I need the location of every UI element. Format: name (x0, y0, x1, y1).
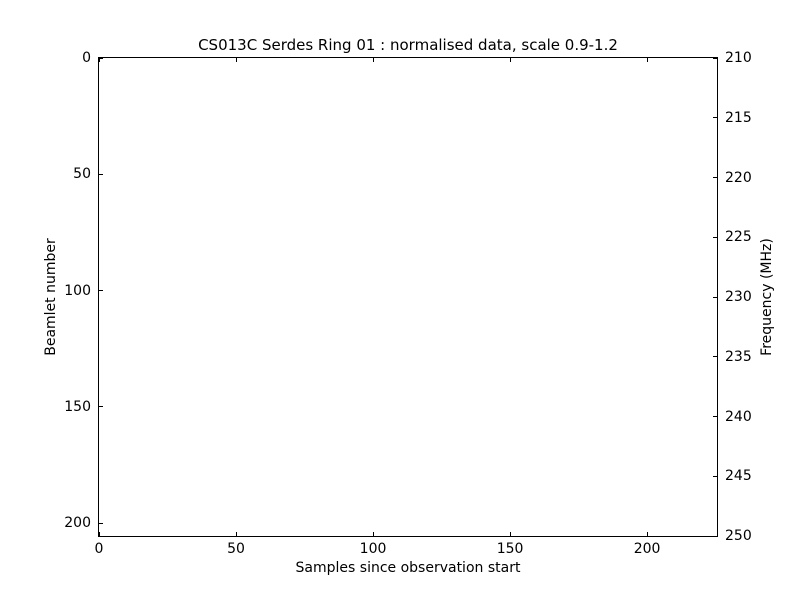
x-tick-mark-top (235, 58, 237, 62)
right-y-tick-label: 245 (725, 468, 752, 485)
right-y-tick-label: 250 (725, 528, 752, 544)
right-y-tick-label: 225 (725, 229, 752, 246)
right-y-tick-mark (713, 296, 717, 298)
x-tick-mark-top (372, 58, 374, 62)
right-y-tick-label: 220 (725, 169, 752, 186)
right-y-tick-mark (713, 117, 717, 119)
x-tick-mark-top (509, 58, 511, 62)
x-tick-label: 150 (496, 541, 524, 557)
x-tick-label: 200 (633, 541, 661, 557)
x-tick-mark-bottom (235, 532, 237, 536)
left-y-tick-mark (99, 290, 103, 292)
left-y-tick-label: 150 (64, 398, 91, 415)
x-tick-mark-bottom (509, 532, 511, 536)
x-tick-mark-bottom (372, 532, 374, 536)
right-y-tick-label: 215 (725, 109, 752, 126)
left-y-tick-mark (99, 173, 103, 175)
right-y-tick-mark (713, 356, 717, 358)
right-y-tick-mark (713, 177, 717, 178)
x-tick-label: 0 (94, 541, 104, 557)
plot-area (98, 57, 718, 537)
left-y-tick-label: 50 (73, 166, 91, 183)
left-y-tick-mark (99, 57, 103, 59)
right-y-tick-mark (713, 57, 717, 59)
x-tick-mark-bottom (98, 532, 100, 536)
right-y-tick-mark (713, 535, 717, 537)
right-y-tick-mark (713, 475, 717, 477)
x-tick-mark-bottom (646, 532, 648, 536)
right-y-tick-mark (713, 416, 717, 417)
x-tick-label: 100 (359, 541, 387, 557)
left-y-tick-label: 0 (82, 50, 91, 66)
right-y-axis-label: Frequency (MHz) (759, 238, 775, 356)
right-y-tick-label: 240 (725, 408, 752, 425)
right-y-tick-label: 210 (725, 50, 752, 66)
x-tick-mark-top (646, 58, 648, 62)
left-y-tick-label: 100 (64, 282, 91, 299)
right-y-tick-label: 230 (725, 289, 752, 305)
chart-title: CS013C Serdes Ring 01 : normalised data,… (198, 36, 618, 54)
left-y-tick-mark (99, 406, 103, 408)
x-tick-label: 50 (227, 541, 245, 557)
right-y-tick-mark (713, 236, 717, 238)
x-tick-mark-top (98, 58, 100, 62)
x-axis-label: Samples since observation start (295, 560, 521, 576)
right-y-tick-label: 235 (725, 348, 752, 365)
left-y-tick-label: 200 (64, 515, 91, 532)
left-y-tick-mark (99, 522, 103, 524)
